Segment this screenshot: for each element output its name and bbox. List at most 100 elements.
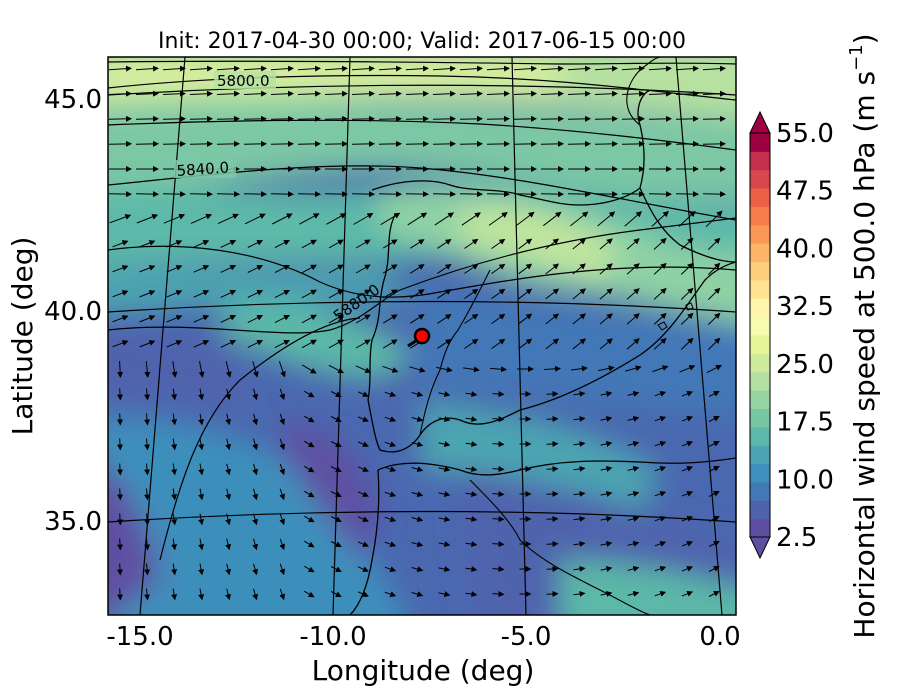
x-tick-label-minus10: -10.0	[299, 622, 366, 652]
wind-arrow	[279, 488, 285, 501]
meridian-minus10	[332, 57, 351, 615]
wind-arrow	[382, 365, 399, 373]
wind-arrow	[626, 313, 640, 325]
wind-arrow	[117, 563, 124, 576]
wind-arrow	[357, 541, 369, 547]
wind-arrow	[681, 541, 694, 547]
wind-arrow	[166, 340, 183, 348]
wind-arrow	[545, 313, 560, 325]
wind-arrow	[653, 287, 667, 300]
wind-arrow	[708, 416, 720, 422]
parallel-35	[108, 510, 736, 523]
x-axis-label: Longitude (deg)	[312, 654, 535, 687]
wind-arrow	[144, 463, 151, 476]
wind-arrow	[707, 237, 721, 250]
wind-arrow	[136, 214, 159, 224]
wind-arrow	[247, 239, 264, 248]
wind-arrow	[567, 65, 591, 72]
wind-arrow	[270, 90, 294, 97]
wind-arrow	[464, 263, 479, 274]
wind-arrow	[409, 264, 425, 274]
wind-arrow	[463, 366, 480, 373]
wind-arrow	[540, 65, 564, 72]
wind-arrow	[432, 115, 456, 122]
wind-arrow	[171, 538, 178, 551]
wind-arrow	[681, 391, 694, 397]
wind-arrow	[411, 541, 424, 548]
wind-arrow	[384, 441, 397, 447]
wind-arrow	[274, 339, 290, 349]
wind-arrow	[624, 211, 643, 227]
wind-arrow	[654, 541, 667, 547]
meridian-minus15	[139, 57, 186, 615]
colorbar-extend-top	[749, 110, 771, 134]
wind-arrow	[411, 491, 424, 498]
wind-arrow	[675, 115, 699, 122]
wind-arrow	[411, 416, 424, 423]
wind-arrow	[437, 314, 452, 324]
wind-arrow	[546, 390, 559, 397]
wind-arrow	[109, 214, 132, 224]
wind-arrow	[491, 288, 506, 300]
wind-arrow	[405, 115, 429, 122]
wind-arrow	[465, 516, 478, 523]
contour-5800	[108, 60, 736, 65]
wind-arrow	[708, 491, 720, 497]
wind-arrow	[513, 65, 537, 72]
wind-arrow	[680, 312, 694, 325]
wind-arrow	[144, 588, 151, 601]
wind-arrow	[599, 288, 613, 300]
wind-arrow	[518, 338, 533, 350]
wind-arrow	[171, 413, 178, 426]
wind-arrow	[653, 337, 667, 350]
wind-arrow	[654, 416, 667, 422]
wind-arrow	[546, 440, 559, 447]
wind-arrow	[274, 314, 290, 324]
wind-arrow	[220, 289, 237, 298]
wind-arrow	[432, 90, 456, 97]
wind-arrow	[491, 238, 506, 250]
wind-arrow	[438, 591, 451, 598]
wind-arrow	[432, 65, 456, 72]
wind-arrow	[112, 240, 129, 248]
wind-arrow	[189, 65, 213, 72]
y-tick-label-45: 45.0	[44, 85, 102, 115]
colorbar-tick-label: 10.0	[776, 465, 834, 495]
wind-arrow	[465, 566, 478, 573]
wind-arrow	[171, 513, 178, 526]
wind-arrow	[464, 238, 479, 249]
wind-arrow	[225, 488, 232, 501]
wind-arrow	[198, 361, 205, 378]
contour-label-5800: 5800.0	[217, 72, 270, 90]
wind-arrow	[357, 516, 369, 522]
wind-arrow	[573, 490, 586, 497]
wind-arrow	[627, 390, 640, 397]
wind-arrow	[220, 239, 237, 248]
wind-arrow	[357, 416, 369, 422]
wind-arrow	[437, 239, 452, 249]
wind-arrow	[627, 415, 640, 422]
wind-arrow	[193, 265, 210, 273]
y-axis: 45.0 40.0 35.0 Latitude (deg)	[6, 85, 102, 537]
wind-arrow	[546, 515, 559, 522]
wind-arrow	[573, 515, 586, 522]
colorbar-tick-label: 25.0	[776, 350, 834, 380]
colorbar-segment	[750, 316, 770, 336]
colorbar-frame	[749, 132, 771, 538]
wind-arrow	[518, 238, 533, 250]
wind-arrow	[654, 441, 667, 447]
wind-arrow	[117, 488, 124, 501]
colorbar-segment	[750, 353, 770, 373]
wind-arrow	[492, 541, 505, 548]
wind-arrow	[680, 262, 694, 275]
wind-arrow	[304, 515, 315, 523]
wind-arrow	[225, 438, 232, 451]
wind-arrow	[353, 212, 374, 225]
wind-arrow	[600, 415, 613, 422]
wind-arrow	[217, 213, 239, 225]
wind-arrow	[117, 438, 124, 451]
wind-arrow	[545, 288, 560, 300]
wind-arrow	[708, 566, 720, 572]
wind-arrow	[384, 566, 397, 572]
wind-arrow	[144, 388, 151, 401]
